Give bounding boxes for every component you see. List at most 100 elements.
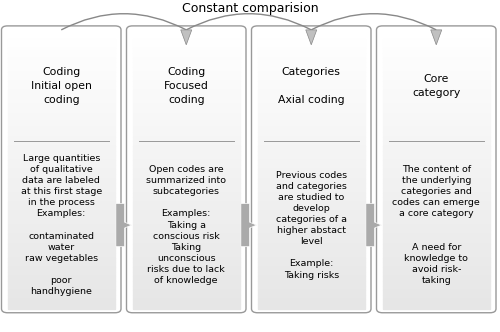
Bar — [258, 281, 365, 286]
Bar — [8, 100, 115, 104]
Bar — [258, 67, 365, 72]
Bar — [8, 202, 115, 207]
Text: Core
category: Core category — [412, 74, 461, 98]
Bar — [382, 295, 490, 299]
Bar — [382, 67, 490, 72]
Bar — [8, 58, 115, 62]
Bar — [132, 267, 240, 272]
Bar — [382, 202, 490, 207]
Bar — [8, 155, 115, 160]
Bar — [258, 44, 365, 48]
Bar — [382, 299, 490, 304]
Bar — [8, 44, 115, 48]
Bar — [8, 62, 115, 67]
Bar — [8, 141, 115, 146]
Bar — [258, 81, 365, 86]
Bar — [132, 174, 240, 179]
Bar — [8, 193, 115, 197]
Bar — [258, 39, 365, 44]
Bar — [382, 276, 490, 281]
Bar — [258, 62, 365, 67]
Bar — [258, 193, 365, 197]
Bar — [258, 114, 365, 118]
Bar — [382, 127, 490, 132]
Bar — [258, 95, 365, 100]
Bar — [382, 72, 490, 76]
Bar — [8, 211, 115, 216]
Bar — [132, 72, 240, 76]
Bar — [258, 258, 365, 262]
Bar — [382, 174, 490, 179]
Polygon shape — [241, 204, 256, 247]
Bar — [132, 248, 240, 253]
Bar — [382, 230, 490, 234]
Bar — [382, 39, 490, 44]
Bar — [258, 174, 365, 179]
Polygon shape — [306, 30, 317, 45]
Bar — [382, 267, 490, 272]
Bar — [382, 258, 490, 262]
Bar — [382, 244, 490, 248]
Bar — [258, 146, 365, 151]
Bar — [258, 216, 365, 220]
Bar — [258, 132, 365, 137]
Bar — [382, 48, 490, 53]
Bar — [132, 100, 240, 104]
Bar — [258, 86, 365, 90]
Bar — [8, 165, 115, 169]
Bar — [132, 244, 240, 248]
Bar — [8, 127, 115, 132]
Bar — [132, 197, 240, 202]
Bar — [382, 146, 490, 151]
Bar — [382, 132, 490, 137]
Bar — [8, 299, 115, 304]
Bar — [258, 267, 365, 272]
Bar — [258, 123, 365, 127]
Bar — [8, 174, 115, 179]
Bar — [258, 141, 365, 146]
Bar — [382, 248, 490, 253]
Text: Coding
Focused
coding: Coding Focused coding — [164, 67, 208, 105]
Bar — [8, 95, 115, 100]
Bar — [8, 104, 115, 109]
Bar — [258, 104, 365, 109]
Bar — [132, 118, 240, 123]
Bar — [8, 197, 115, 202]
Bar — [132, 160, 240, 165]
Bar — [132, 281, 240, 286]
Bar — [382, 234, 490, 239]
Bar — [8, 39, 115, 44]
Bar — [8, 183, 115, 188]
Bar — [8, 76, 115, 81]
Bar — [382, 253, 490, 258]
Bar — [258, 253, 365, 258]
Bar — [8, 35, 115, 39]
Bar — [132, 290, 240, 295]
Bar — [382, 216, 490, 220]
Bar — [132, 253, 240, 258]
Bar — [8, 295, 115, 299]
Bar — [382, 100, 490, 104]
Bar — [382, 30, 490, 35]
Bar — [258, 90, 365, 95]
Bar — [258, 127, 365, 132]
Bar — [258, 295, 365, 299]
Bar — [382, 62, 490, 67]
Bar — [8, 258, 115, 262]
Bar — [132, 258, 240, 262]
Bar — [132, 183, 240, 188]
Bar — [132, 262, 240, 267]
Bar — [8, 216, 115, 220]
Bar — [132, 155, 240, 160]
Bar — [258, 58, 365, 62]
Bar — [8, 262, 115, 267]
Bar — [132, 220, 240, 225]
Bar — [132, 165, 240, 169]
Bar — [382, 123, 490, 127]
Bar — [382, 86, 490, 90]
Bar — [382, 272, 490, 276]
Bar — [382, 118, 490, 123]
Bar — [382, 220, 490, 225]
Bar — [8, 276, 115, 281]
Text: Categories

Axial coding: Categories Axial coding — [278, 67, 344, 105]
